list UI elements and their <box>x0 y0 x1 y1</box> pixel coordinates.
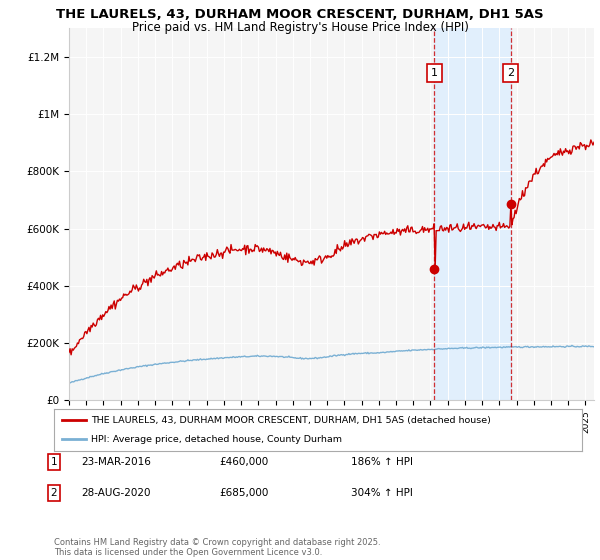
Text: 23-MAR-2016: 23-MAR-2016 <box>81 457 151 467</box>
Text: £685,000: £685,000 <box>219 488 268 498</box>
Text: 1: 1 <box>50 457 58 467</box>
Text: £460,000: £460,000 <box>219 457 268 467</box>
Text: 1: 1 <box>431 68 438 78</box>
Text: 2: 2 <box>50 488 58 498</box>
Text: THE LAURELS, 43, DURHAM MOOR CRESCENT, DURHAM, DH1 5AS (detached house): THE LAURELS, 43, DURHAM MOOR CRESCENT, D… <box>91 416 491 424</box>
Text: 2: 2 <box>507 68 514 78</box>
Text: Contains HM Land Registry data © Crown copyright and database right 2025.
This d: Contains HM Land Registry data © Crown c… <box>54 538 380 557</box>
Text: 186% ↑ HPI: 186% ↑ HPI <box>351 457 413 467</box>
Text: 28-AUG-2020: 28-AUG-2020 <box>81 488 151 498</box>
Bar <box>434 28 511 400</box>
Text: 304% ↑ HPI: 304% ↑ HPI <box>351 488 413 498</box>
Text: THE LAURELS, 43, DURHAM MOOR CRESCENT, DURHAM, DH1 5AS: THE LAURELS, 43, DURHAM MOOR CRESCENT, D… <box>56 8 544 21</box>
Text: Price paid vs. HM Land Registry's House Price Index (HPI): Price paid vs. HM Land Registry's House … <box>131 21 469 34</box>
Text: HPI: Average price, detached house, County Durham: HPI: Average price, detached house, Coun… <box>91 435 342 444</box>
